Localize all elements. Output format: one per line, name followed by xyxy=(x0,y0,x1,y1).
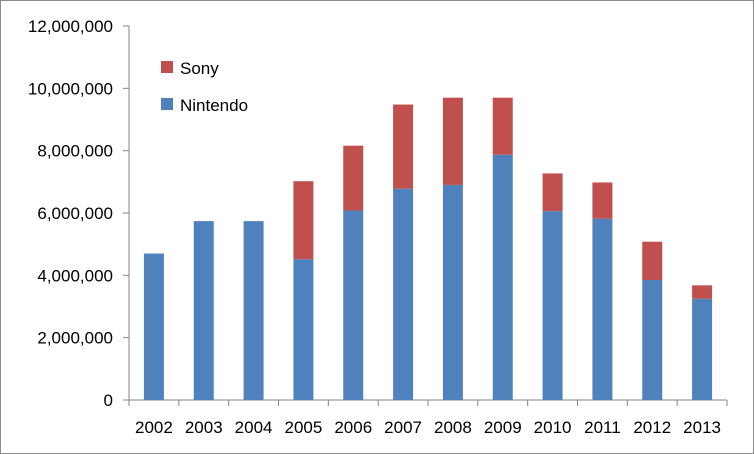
legend-label-nintendo: Nintendo xyxy=(180,96,248,115)
bar-nintendo-2008 xyxy=(442,184,463,400)
bar-sony-2005 xyxy=(293,181,314,260)
legend-label-sony: Sony xyxy=(180,59,219,78)
x-tick-label: 2009 xyxy=(484,418,522,437)
y-tick-label: 0 xyxy=(104,391,113,410)
bar-nintendo-2006 xyxy=(343,210,364,400)
legend-swatch-nintendo xyxy=(161,98,173,110)
y-tick-label: 10,000,000 xyxy=(28,79,113,98)
y-tick-label: 2,000,000 xyxy=(37,329,113,348)
x-tick-label: 2003 xyxy=(185,418,223,437)
bar-nintendo-2010 xyxy=(542,211,563,400)
bar-sony-2008 xyxy=(442,97,463,185)
x-tick-label: 2010 xyxy=(534,418,572,437)
bar-nintendo-2013 xyxy=(692,298,713,400)
bar-nintendo-2004 xyxy=(243,221,264,400)
tick-labels: 0 2,000,000 4,000,000 6,000,000 8,000,000 10,… xyxy=(28,17,721,437)
bar-nintendo-2011 xyxy=(592,218,613,400)
x-tick-label: 2012 xyxy=(633,418,671,437)
y-tick-label: 8,000,000 xyxy=(37,142,113,161)
x-tick-label: 2002 xyxy=(135,418,173,437)
legend-swatch-sony xyxy=(161,61,173,73)
bar-sony-2009 xyxy=(492,97,513,155)
bar-sony-2006 xyxy=(343,145,364,211)
y-tick-label: 4,000,000 xyxy=(37,266,113,285)
x-tick-label: 2005 xyxy=(285,418,323,437)
bar-nintendo-2002 xyxy=(143,253,164,400)
y-tick-label: 6,000,000 xyxy=(37,204,113,223)
bars xyxy=(143,97,713,400)
x-tick-label: 2004 xyxy=(235,418,273,437)
axes xyxy=(123,25,728,406)
x-tick-label: 2007 xyxy=(384,418,422,437)
bar-nintendo-2005 xyxy=(293,259,314,400)
bar-sony-2011 xyxy=(592,182,613,219)
bar-sony-2013 xyxy=(692,285,713,299)
bar-nintendo-2007 xyxy=(393,188,414,400)
x-tick-label: 2006 xyxy=(334,418,372,437)
x-tick-label: 2011 xyxy=(584,418,621,437)
y-tick-label: 12,000,000 xyxy=(28,17,113,36)
bar-sony-2012 xyxy=(642,241,663,281)
bar-nintendo-2012 xyxy=(642,280,663,400)
x-tick-label: 2013 xyxy=(683,418,721,437)
bar-sony-2010 xyxy=(542,173,563,212)
bar-nintendo-2003 xyxy=(193,221,214,400)
legend: Sony Nintendo xyxy=(161,59,248,115)
bar-nintendo-2009 xyxy=(492,154,513,400)
x-tick-label: 2008 xyxy=(434,418,472,437)
bar-sony-2007 xyxy=(393,104,414,189)
